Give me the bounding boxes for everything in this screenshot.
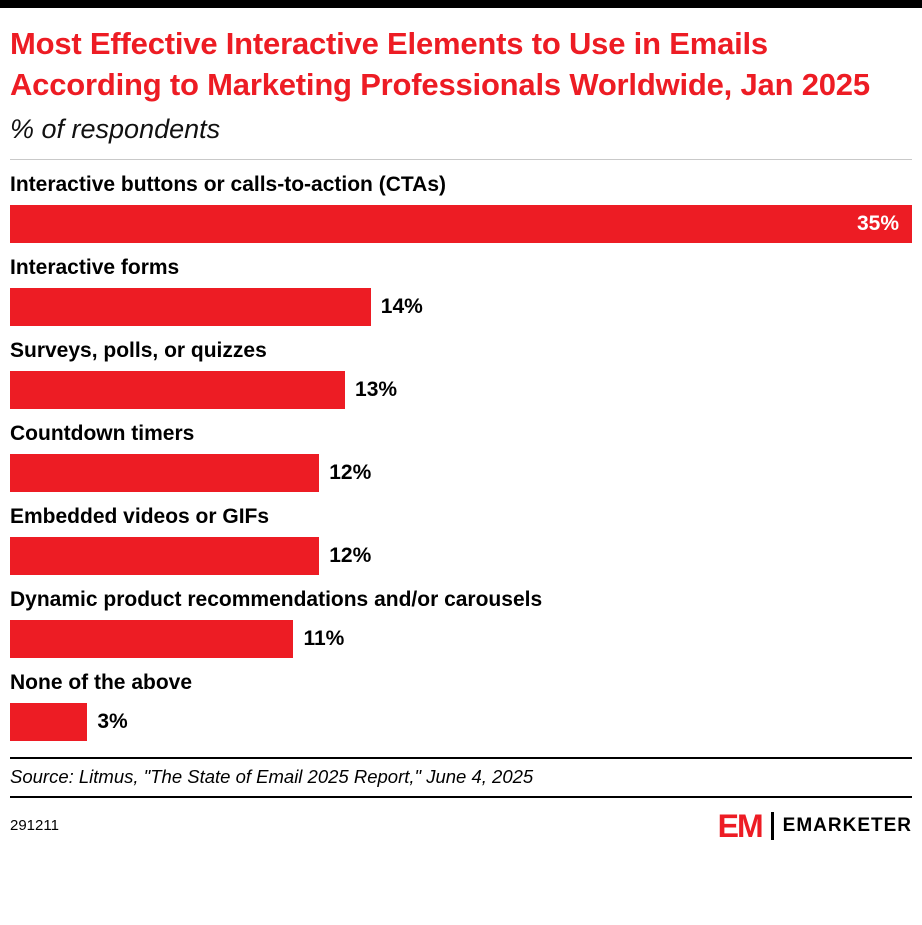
bar-group: Dynamic product recommendations and/or c… — [10, 588, 912, 658]
bar-track: 3% — [10, 702, 912, 741]
bar-group: Embedded videos or GIFs 12% — [10, 505, 912, 575]
bar-track: 12% — [10, 453, 912, 492]
bar-track: 35% — [10, 204, 912, 243]
bar-group: Interactive buttons or calls-to-action (… — [10, 173, 912, 243]
bar-chart: Interactive buttons or calls-to-action (… — [10, 173, 912, 741]
page-footer: 291211 EM EMARKETER — [10, 798, 912, 842]
chart-page: Most Effective Interactive Elements to U… — [0, 24, 922, 842]
bar — [10, 702, 88, 741]
bar-track: 13% — [10, 370, 912, 409]
value-label: 12% — [329, 460, 372, 484]
category-label: Dynamic product recommendations and/or c… — [10, 587, 543, 611]
chart-id: 291211 — [10, 817, 59, 835]
category-label: Countdown timers — [10, 421, 195, 445]
header-divider — [10, 158, 912, 160]
value-label: 11% — [303, 626, 345, 650]
brand-wordmark: EMARKETER — [782, 814, 912, 836]
bar-track: 14% — [10, 287, 912, 326]
source-line: Source: Litmus, "The State of Email 2025… — [10, 756, 912, 798]
bar — [10, 370, 346, 409]
value-label: 3% — [97, 709, 128, 733]
bar: 35% — [10, 204, 912, 243]
bar — [10, 536, 320, 575]
value-label: 35% — [856, 211, 899, 235]
bar-group: Countdown timers 12% — [10, 422, 912, 492]
em-logo-icon: EM — [717, 807, 764, 844]
logo-divider — [770, 811, 774, 840]
category-label: Embedded videos or GIFs — [10, 504, 270, 528]
emarketer-logo: EM EMARKETER — [718, 810, 912, 842]
value-label: 14% — [380, 294, 423, 318]
category-label: Interactive buttons or calls-to-action (… — [10, 172, 446, 196]
bar-track: 11% — [10, 619, 912, 658]
category-label: Interactive forms — [10, 255, 180, 279]
bar — [10, 287, 371, 326]
bar-group: None of the above 3% — [10, 671, 912, 741]
category-label: None of the above — [10, 670, 193, 694]
bar — [10, 619, 294, 658]
chart-subtitle: % of respondents — [10, 113, 221, 144]
chart-title: Most Effective Interactive Elements to U… — [10, 26, 870, 102]
bar — [10, 453, 320, 492]
value-label: 12% — [329, 543, 372, 567]
bar-track: 12% — [10, 536, 912, 575]
bar-group: Interactive forms 14% — [10, 256, 912, 326]
top-accent-bar — [0, 0, 922, 8]
bar-group: Surveys, polls, or quizzes 13% — [10, 339, 912, 409]
value-label: 13% — [355, 377, 398, 401]
category-label: Surveys, polls, or quizzes — [10, 338, 267, 362]
